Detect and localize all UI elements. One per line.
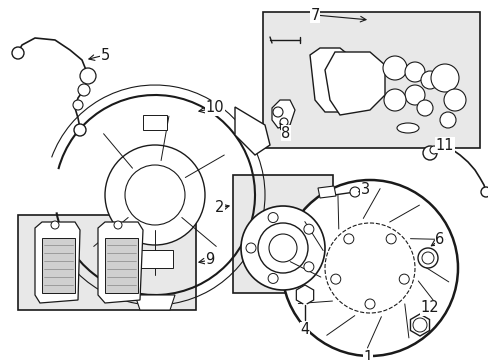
Circle shape [282,180,457,356]
Circle shape [429,146,437,154]
Circle shape [303,224,313,234]
Polygon shape [35,222,80,303]
Polygon shape [135,295,175,310]
Text: 1: 1 [363,351,372,360]
Polygon shape [98,222,142,303]
Circle shape [404,62,424,82]
Circle shape [364,299,374,309]
Circle shape [51,221,59,229]
Text: 8: 8 [281,126,290,140]
Circle shape [339,238,399,298]
Circle shape [280,118,287,126]
Circle shape [480,187,488,197]
Polygon shape [409,314,428,336]
Circle shape [343,234,353,244]
Circle shape [114,221,122,229]
Circle shape [404,85,424,105]
Circle shape [439,112,455,128]
Circle shape [241,206,325,290]
Circle shape [398,274,408,284]
Polygon shape [271,100,294,128]
Circle shape [80,68,96,84]
Text: 6: 6 [434,233,444,248]
Polygon shape [235,107,269,155]
Bar [263,12,479,148]
Text: 3: 3 [360,183,369,198]
Bar [232,175,332,293]
Circle shape [272,107,283,117]
Text: 7: 7 [310,8,319,22]
Circle shape [258,223,307,273]
Circle shape [105,145,204,245]
Bar [105,238,138,293]
Circle shape [412,318,426,332]
Circle shape [417,248,437,268]
Circle shape [386,234,395,244]
Circle shape [351,250,387,286]
Circle shape [382,56,406,80]
Circle shape [303,262,313,272]
Circle shape [422,146,436,160]
Polygon shape [309,48,354,112]
Circle shape [78,84,90,96]
Text: 9: 9 [205,252,214,267]
Circle shape [125,165,184,225]
Text: 11: 11 [435,138,453,153]
Bar [137,250,173,268]
Circle shape [443,89,465,111]
Circle shape [421,252,433,264]
Circle shape [267,212,278,222]
Circle shape [245,243,256,253]
Text: 12: 12 [420,301,438,315]
Text: 10: 10 [205,100,224,116]
Circle shape [430,64,458,92]
Circle shape [12,47,24,59]
Text: 2: 2 [215,201,224,216]
Bar [142,115,167,130]
Polygon shape [317,186,335,198]
Circle shape [330,274,340,284]
Polygon shape [296,285,313,305]
Polygon shape [325,52,384,115]
Circle shape [74,124,86,136]
Circle shape [268,234,296,262]
Circle shape [73,100,83,110]
Circle shape [267,274,278,283]
Bar [42,238,75,293]
Circle shape [420,71,438,89]
Circle shape [383,89,405,111]
Circle shape [349,187,359,197]
Text: 4: 4 [300,323,309,338]
Bar [18,215,196,310]
Circle shape [416,100,432,116]
Ellipse shape [396,123,418,133]
Circle shape [325,223,414,313]
Text: 5: 5 [100,48,109,63]
